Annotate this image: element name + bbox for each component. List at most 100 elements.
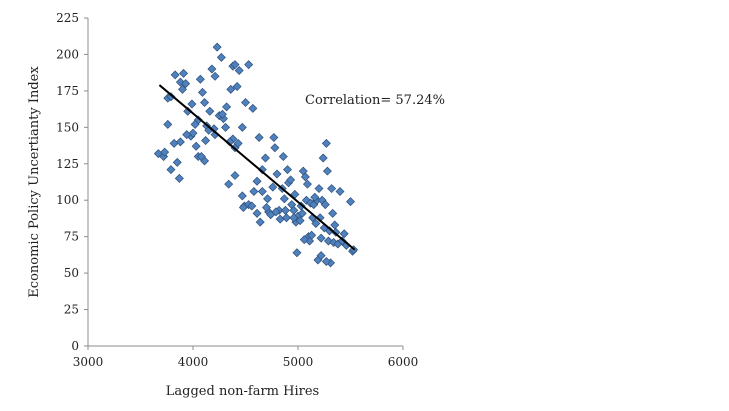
data-point (275, 214, 285, 224)
data-point (254, 133, 264, 143)
data-point (268, 182, 278, 192)
y-tick-label: 175 (56, 84, 79, 98)
data-point (174, 173, 184, 183)
data-point (328, 208, 338, 218)
data-point (247, 201, 257, 211)
data-point (175, 137, 185, 147)
data-point (201, 135, 211, 145)
data-point (179, 68, 189, 78)
data-point (263, 194, 273, 204)
data-point (272, 169, 282, 179)
data-point (311, 219, 321, 229)
data-point (318, 153, 328, 163)
data-point (321, 256, 331, 266)
data-point (224, 179, 234, 189)
x-axis-title: Lagged non-farm Hires (166, 384, 319, 399)
y-tick-label: 225 (56, 11, 79, 25)
data-point (248, 103, 258, 113)
data-point (200, 98, 210, 108)
correlation-annotation: Correlation= 57.24% (305, 93, 445, 108)
data-point (295, 216, 305, 226)
y-tick-label: 0 (71, 339, 79, 353)
x-tick-label: 3000 (73, 355, 104, 369)
data-point (320, 200, 330, 210)
y-tick-label: 125 (56, 157, 79, 171)
data-point (289, 213, 299, 223)
data-point (238, 203, 248, 213)
data-point (166, 165, 176, 175)
data-point (216, 52, 226, 62)
y-tick-label: 100 (56, 193, 79, 207)
data-point (210, 71, 220, 81)
data-point (314, 184, 324, 194)
data-point (316, 233, 326, 243)
data-point (226, 84, 236, 94)
data-point (191, 141, 201, 151)
data-point (195, 74, 205, 84)
data-point (178, 84, 187, 94)
y-tick-label: 25 (64, 303, 79, 317)
data-point (252, 176, 262, 186)
y-axis-title: Economic Policy Uncertianty Index (27, 66, 42, 298)
data-point (221, 122, 231, 132)
data-point (252, 208, 262, 218)
data-point (260, 153, 270, 163)
data-point (330, 220, 340, 230)
data-point (262, 203, 271, 213)
data-point (212, 42, 222, 52)
data-point (257, 186, 267, 196)
x-tick-label: 5000 (283, 355, 314, 369)
data-point (233, 138, 243, 148)
data-point (232, 82, 242, 92)
data-point (280, 205, 290, 215)
data-point (269, 133, 279, 143)
data-point (255, 217, 265, 227)
data-point (281, 213, 291, 223)
y-tick-label: 150 (56, 120, 79, 134)
data-point (237, 191, 247, 201)
data-point (316, 251, 326, 261)
data-point (163, 119, 173, 129)
data-point (197, 87, 207, 97)
data-point (222, 102, 232, 112)
data-points (153, 42, 359, 268)
data-point (181, 79, 191, 89)
data-point (286, 175, 296, 185)
data-point (249, 186, 259, 196)
data-point (307, 230, 317, 240)
data-point (230, 60, 240, 70)
data-point (217, 109, 227, 119)
data-point (322, 166, 332, 176)
data-point (279, 194, 289, 204)
data-point (327, 184, 337, 194)
y-tick-label: 200 (56, 47, 79, 61)
data-point (346, 197, 355, 207)
y-tick-label: 50 (64, 266, 79, 280)
data-point (270, 143, 280, 153)
data-point (310, 192, 320, 202)
data-point (244, 60, 254, 70)
data-point (209, 124, 219, 134)
data-point (297, 208, 307, 218)
data-point (234, 65, 244, 75)
data-point (230, 170, 240, 180)
data-point (321, 138, 331, 148)
y-tick-label: 75 (64, 230, 79, 244)
data-point (339, 229, 349, 239)
data-point (170, 70, 180, 80)
data-point (172, 157, 182, 167)
data-point (190, 119, 200, 129)
y-axis-ticks: 0 25 50 75 100 125 150 175 200 225 (56, 11, 88, 353)
data-point (300, 172, 310, 182)
data-point (278, 151, 288, 161)
data-point (169, 138, 179, 148)
data-point (196, 151, 206, 161)
data-point (205, 106, 215, 116)
data-point (160, 147, 170, 157)
data-point (283, 165, 292, 175)
data-point (188, 128, 198, 138)
data-point (335, 186, 345, 196)
data-point (292, 248, 302, 258)
data-point (166, 92, 176, 102)
